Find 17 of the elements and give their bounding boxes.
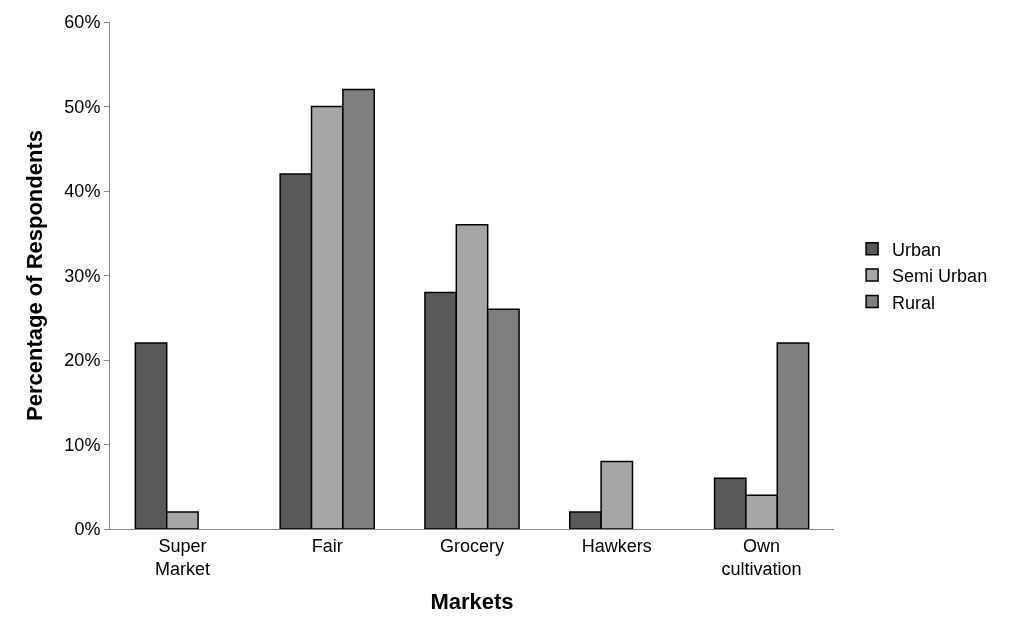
x-tick-label: Super Market	[154, 535, 210, 579]
x-tick-label: Fair	[311, 535, 343, 556]
x-tick-label: Own cultivation	[721, 535, 802, 579]
y-tick-label: 0%	[74, 519, 101, 540]
legend-label: Semi Urban	[892, 266, 988, 287]
legend-label: Urban	[892, 239, 942, 260]
y-tick-label: 10%	[64, 434, 101, 455]
y-tick-label: 40%	[64, 181, 101, 202]
legend-label: Rural	[892, 292, 936, 313]
y-tick-label: 20%	[64, 350, 101, 371]
x-tick-label: Grocery	[439, 535, 505, 556]
y-tick-label: 50%	[64, 96, 101, 117]
y-tick-label: 60%	[64, 12, 101, 33]
x-tick-label: Hawkers	[581, 535, 652, 556]
y-axis-title: Percentage of Respondents	[22, 130, 48, 421]
y-tick-label: 30%	[64, 265, 101, 286]
x-axis-title: Markets	[430, 588, 514, 614]
